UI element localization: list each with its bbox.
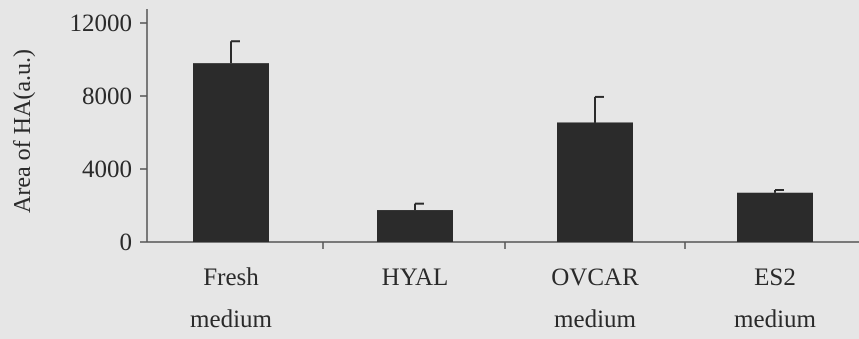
y-tick-label: 8000 bbox=[82, 83, 132, 110]
bar bbox=[557, 122, 633, 242]
x-tick-label: medium bbox=[190, 306, 272, 333]
x-tick-label: medium bbox=[734, 306, 816, 333]
x-tick-label: OVCAR bbox=[551, 264, 639, 291]
bar bbox=[377, 210, 453, 242]
x-tick-label: Fresh bbox=[203, 264, 259, 291]
bar bbox=[737, 192, 813, 242]
plot-area: 0 4000 8000 12000 Fresh medium HYAL OVCAR medium… bbox=[70, 9, 859, 333]
y-tick-label: 12000 bbox=[70, 10, 133, 37]
x-tick-label: ES2 bbox=[754, 264, 796, 291]
x-tick-label: medium bbox=[554, 306, 636, 333]
y-tick-label: 4000 bbox=[82, 156, 132, 183]
y-tick-label: 0 bbox=[120, 229, 133, 256]
y-axis-title: Area of HA(a.u.) bbox=[10, 49, 36, 213]
x-tick-label: HYAL bbox=[382, 264, 449, 291]
bar bbox=[193, 63, 269, 243]
